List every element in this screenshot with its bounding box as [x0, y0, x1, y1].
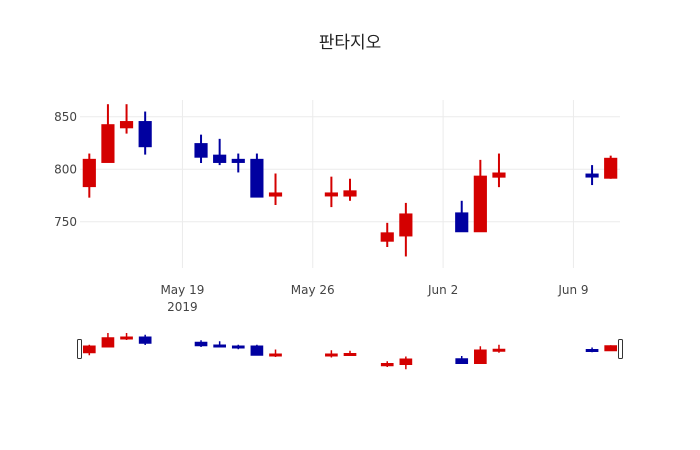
candle[interactable] [82, 344, 96, 356]
x-tick-label: May 26 [291, 283, 335, 297]
candle[interactable] [455, 356, 469, 364]
candlestick-series[interactable] [82, 104, 618, 257]
y-tick-label: 800 [54, 162, 77, 176]
candle[interactable] [380, 361, 394, 367]
candle[interactable] [194, 340, 208, 347]
candle[interactable] [585, 165, 599, 186]
range-slider-right-handle[interactable] [618, 339, 623, 359]
candle[interactable] [101, 333, 115, 348]
candle[interactable] [492, 153, 506, 188]
y-tick-label: 850 [54, 110, 77, 124]
chart-title: 판타지오 [319, 33, 382, 53]
range-slider[interactable] [77, 333, 623, 370]
candle[interactable] [343, 350, 357, 356]
candle[interactable] [268, 173, 283, 206]
candle[interactable] [380, 222, 394, 247]
candle[interactable] [604, 155, 618, 179]
x-axis: May 19 2019 May 26 Jun 2 Jun 9 [160, 283, 588, 314]
candle[interactable] [250, 153, 264, 198]
candle[interactable] [138, 334, 152, 345]
candle[interactable] [269, 349, 282, 358]
candle[interactable] [231, 153, 245, 173]
candle[interactable] [101, 104, 115, 163]
candle[interactable] [213, 341, 226, 348]
range-slider-left-handle[interactable] [77, 339, 82, 359]
candle[interactable] [492, 344, 506, 353]
x-tick-label: May 19 [160, 283, 204, 297]
candle[interactable] [82, 153, 96, 198]
candle[interactable] [138, 111, 152, 155]
candle[interactable] [455, 200, 469, 233]
candle[interactable] [325, 350, 338, 358]
candle[interactable] [585, 347, 599, 353]
candle[interactable] [399, 202, 413, 257]
candle[interactable] [231, 344, 245, 350]
candle[interactable] [604, 345, 618, 352]
y-tick-label: 750 [54, 215, 77, 229]
candle[interactable] [343, 178, 357, 201]
candle[interactable] [194, 134, 208, 163]
y-axis: 750 800 850 [54, 110, 77, 229]
candle[interactable] [213, 138, 227, 166]
candle[interactable] [250, 344, 264, 356]
gridlines [80, 100, 620, 268]
x-tick-year: 2019 [167, 300, 198, 314]
candle[interactable] [474, 346, 487, 364]
x-tick-label: Jun 9 [557, 283, 588, 297]
candle[interactable] [399, 356, 413, 370]
x-tick-label: Jun 2 [427, 283, 458, 297]
candle[interactable] [324, 176, 338, 208]
candle[interactable] [119, 104, 134, 134]
candle[interactable] [473, 159, 487, 233]
candle[interactable] [120, 333, 133, 340]
